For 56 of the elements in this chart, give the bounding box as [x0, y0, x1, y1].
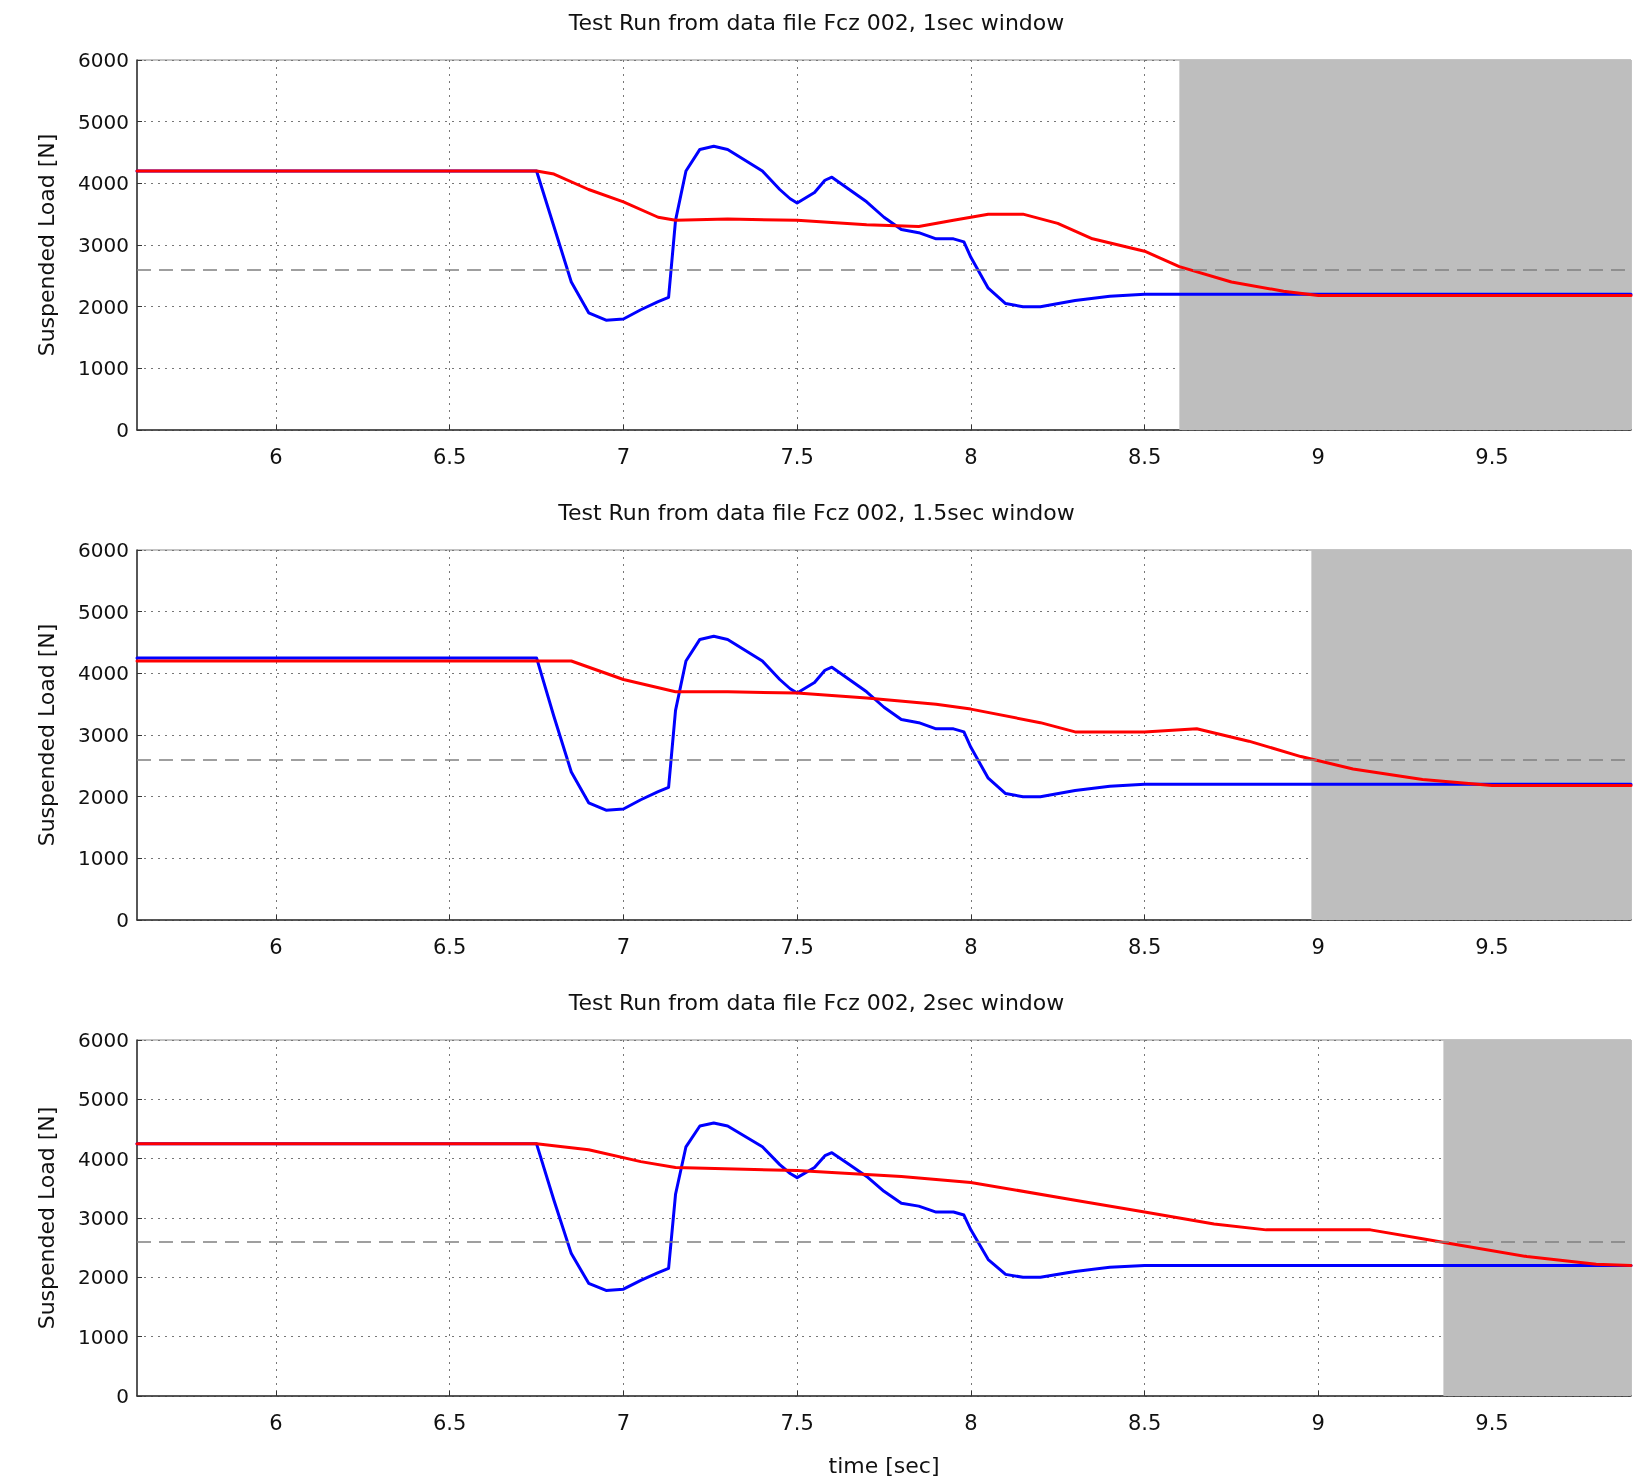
x-tick-label: 9.5 [1475, 934, 1509, 959]
x-tick-label: 8 [964, 444, 978, 469]
y-tick-label: 0 [116, 908, 129, 932]
x-tick-label: 9 [1311, 1410, 1325, 1435]
x-tick-label: 9 [1311, 444, 1325, 469]
x-tick-label: 9.5 [1475, 444, 1509, 469]
y-tick-label: 5000 [78, 599, 129, 624]
chart-title: Test Run from data file Fcz 002, 2sec window [567, 989, 1065, 1015]
y-tick-label: 3000 [78, 1206, 129, 1230]
x-tick-label: 8.5 [1127, 934, 1162, 959]
y-tick-label: 2000 [78, 1265, 129, 1290]
x-tick-label: 7 [616, 934, 631, 959]
x-tick-label: 6 [269, 1410, 283, 1435]
y-tick-label: 2000 [78, 294, 129, 319]
y-tick-label: 0 [116, 418, 129, 442]
chart-title: Test Run from data file Fcz 002, 1sec window [567, 9, 1065, 35]
y-tick-label: 6000 [78, 48, 129, 72]
y-axis-title: Suspended Load [N] [33, 623, 59, 847]
y-axis-title: Suspended Load [N] [33, 133, 59, 357]
line-series [135, 1142, 1633, 1267]
x-tick-label: 7 [616, 444, 631, 469]
x-tick-label: 6.5 [432, 1410, 467, 1435]
line-series [135, 659, 1633, 788]
y-tick-label: 6000 [78, 538, 129, 562]
x-tick-label: 8 [964, 934, 978, 959]
y-axis-title: Suspended Load [N] [33, 1106, 59, 1330]
x-tick-label: 9 [1311, 934, 1325, 959]
y-tick-label: 4000 [78, 661, 129, 686]
y-tick-label: 3000 [78, 233, 129, 257]
chart-title: Test Run from data file Fcz 002, 1.5sec window [557, 499, 1075, 525]
y-tick-label: 0 [116, 1384, 129, 1408]
x-tick-label: 8 [964, 1410, 978, 1435]
x-tick-label: 7.5 [780, 444, 814, 469]
x-tick-label: 6 [269, 934, 283, 959]
x-tick-label: 8.5 [1127, 444, 1162, 469]
line-series [135, 634, 1633, 812]
x-tick-label: 6 [269, 444, 283, 469]
y-tick-label: 4000 [78, 1146, 129, 1171]
x-tick-label: 6.5 [432, 444, 467, 469]
y-tick-label: 2000 [78, 784, 129, 809]
x-tick-label: 8.5 [1127, 1410, 1162, 1435]
y-tick-label: 3000 [78, 723, 129, 747]
x-tick-label: 7.5 [780, 1410, 814, 1435]
y-tick-label: 6000 [78, 1028, 129, 1052]
y-tick-label: 1000 [78, 1324, 129, 1349]
x-tick-label: 7.5 [780, 934, 814, 959]
x-tick-label: 7 [616, 1410, 631, 1435]
y-tick-label: 1000 [78, 356, 129, 381]
y-tick-label: 1000 [78, 846, 129, 871]
y-tick-label: 4000 [78, 171, 129, 196]
x-axis-title: time [sec] [828, 1452, 940, 1478]
x-tick-label: 6.5 [432, 934, 467, 959]
y-tick-label: 5000 [78, 1087, 129, 1112]
line-series [135, 169, 1633, 298]
x-tick-label: 9.5 [1475, 1410, 1509, 1435]
y-tick-label: 5000 [78, 109, 129, 134]
